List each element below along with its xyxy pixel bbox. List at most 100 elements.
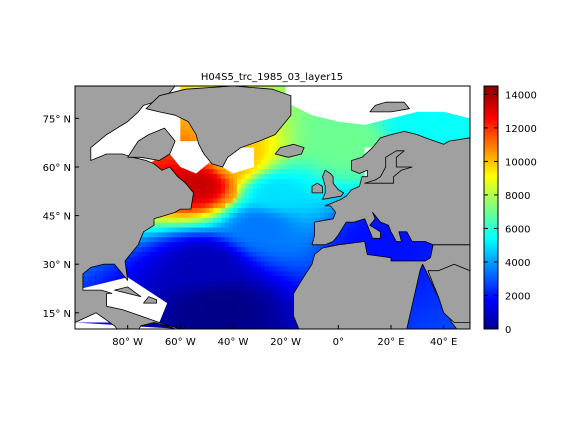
field-cell [240,168,246,175]
field-cell [221,270,226,277]
field-cell [236,197,242,204]
field-cell [240,324,246,329]
field-cell [438,120,443,126]
field-cell [379,246,384,252]
field-cell [189,294,195,301]
field-cell [114,275,120,281]
field-cell [280,154,285,160]
field-cell [154,260,159,267]
field-cell [181,168,187,175]
field-cell [225,183,230,189]
field-cell [142,324,147,329]
field-cell [229,251,234,257]
field-cell [229,212,234,218]
field-cell [233,197,238,204]
field-cell [292,246,297,252]
field-cell [315,163,321,170]
field-cell [323,124,329,131]
field-cell [256,294,262,301]
field-cell [414,309,420,316]
field-cell [252,241,258,247]
field-cell [284,241,289,247]
field-cell [355,154,360,160]
field-cell [240,217,246,223]
field-cell [308,149,313,155]
field-cell [339,158,345,165]
field-cell [300,120,305,126]
field-cell [335,168,341,175]
field-cell [197,236,202,243]
field-cell [209,275,214,281]
field-cell [94,275,100,281]
field-cell [256,173,262,179]
field-cell [256,192,262,199]
field-cell [292,154,297,160]
field-cell [205,265,210,272]
field-cell [169,226,175,233]
field-cell [217,319,222,325]
field-cell [331,124,337,131]
field-cell [221,207,226,213]
field-cell [276,270,281,277]
field-cell [312,173,317,179]
field-cell [217,314,222,320]
field-cell [221,285,226,291]
field-cell [414,299,420,306]
field-cell [126,270,131,277]
field-cell [418,319,424,325]
field-cell [118,270,123,277]
field-cell [371,241,376,247]
field-cell [173,251,179,257]
field-cell [221,168,226,175]
field-cell [426,304,432,311]
field-cell [110,265,116,272]
field-cell [173,314,179,320]
field-cell [272,226,278,233]
field-cell [312,139,317,145]
field-cell [244,294,250,301]
field-cell [272,241,278,247]
field-cell [193,212,199,218]
field-cell [280,319,285,325]
field-cell [430,115,436,121]
field-cell [185,275,191,281]
field-cell [288,275,293,281]
field-cell [304,260,309,267]
field-cell [284,158,289,165]
field-cell [300,226,305,233]
field-cell [422,246,428,252]
field-cell [177,251,183,257]
field-cell [193,314,199,320]
field-cell [343,134,349,141]
field-cell [304,115,309,121]
field-cell [201,231,206,238]
field-cell [94,270,100,277]
field-cell [300,260,305,267]
field-cell [276,324,281,329]
field-cell [300,115,305,121]
field-cell [304,173,309,179]
field-cell [169,163,175,170]
field-cell [221,178,226,184]
field-cell [319,168,325,175]
field-cell [272,144,278,150]
field-cell [189,299,195,306]
field-cell [165,299,171,306]
field-cell [383,251,388,257]
field-cell [233,202,238,209]
field-cell [244,178,250,184]
field-cell [434,319,439,325]
field-cell [229,231,234,238]
field-cell [221,251,226,257]
field-cell [296,120,301,126]
field-cell [331,158,337,165]
field-cell [142,246,147,252]
field-cell [327,168,333,175]
field-cell [442,124,447,131]
field-cell [193,256,199,262]
field-cell [126,265,131,272]
field-cell [244,275,250,281]
field-cell [458,115,463,121]
field-cell [304,158,309,165]
field-cell [406,256,412,262]
